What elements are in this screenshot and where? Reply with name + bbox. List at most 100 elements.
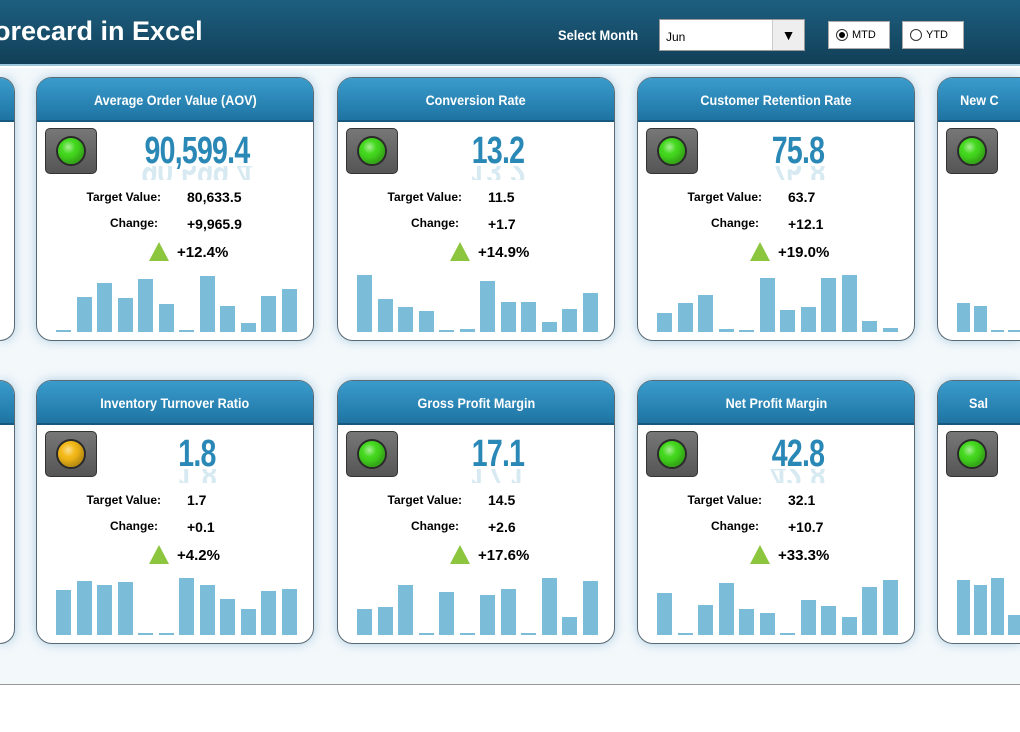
kpi-card-partial: Sal xyxy=(937,380,1020,644)
trend-bar xyxy=(117,298,133,332)
trend-bar-chart xyxy=(354,270,598,332)
trend-bar xyxy=(480,595,495,635)
status-indicator-icon xyxy=(346,431,398,477)
change-value: +0.1 xyxy=(187,519,215,535)
trend-bar xyxy=(862,587,877,635)
kpi-value-reflection: 90,599.4 xyxy=(97,166,297,180)
target-label: Target Value: xyxy=(387,190,462,204)
status-indicator-icon xyxy=(646,431,698,477)
trend-bar xyxy=(480,281,495,332)
card-header xyxy=(0,381,14,425)
kpi-value-reflection: 42.8 xyxy=(698,469,898,483)
trend-bar xyxy=(398,307,413,332)
trend-bar xyxy=(418,311,434,332)
trend-bar xyxy=(521,302,536,332)
trend-bar xyxy=(1008,615,1020,635)
trend-bar xyxy=(991,330,1004,332)
trend-bar xyxy=(698,295,713,332)
trend-bar xyxy=(882,580,898,635)
trend-bar xyxy=(97,283,112,332)
trend-bar-chart xyxy=(954,573,1020,635)
trend-bar xyxy=(117,582,133,635)
green-light-icon xyxy=(657,136,687,166)
trend-bar xyxy=(657,313,672,332)
kpi-card: Gross Profit Margin 17.1 17.1 Target Val… xyxy=(337,380,615,644)
trend-bar xyxy=(739,609,754,635)
ytd-label: YTD xyxy=(926,29,948,41)
trend-bar xyxy=(541,578,557,635)
trend-bar xyxy=(357,609,372,635)
trend-bar xyxy=(800,307,816,332)
trend-bar xyxy=(800,600,816,635)
up-arrow-icon xyxy=(450,545,470,564)
ytd-radio[interactable]: YTD xyxy=(902,21,964,49)
kpi-grid: Average Order Value (AOV) 90,599.4 90,59… xyxy=(0,68,1020,684)
change-percent: +12.4% xyxy=(177,244,229,261)
trend-bar-chart xyxy=(954,270,1020,332)
green-light-icon xyxy=(56,136,86,166)
kpi-card: Customer Retention Rate 75.8 75.8 Target… xyxy=(637,77,915,341)
kpi-card-partial xyxy=(0,380,15,644)
card-title: Gross Profit Margin xyxy=(338,381,614,425)
target-label: Target Value: xyxy=(687,190,762,204)
trend-bar xyxy=(500,302,516,332)
trend-bar xyxy=(841,617,857,635)
kpi-card-partial xyxy=(0,77,15,341)
month-dropdown[interactable]: Jun ▼ xyxy=(659,19,805,51)
target-label: Target Value: xyxy=(687,493,762,507)
trend-bar xyxy=(240,609,256,635)
kpi-card: Net Profit Margin 42.8 42.8 Target Value… xyxy=(637,380,915,644)
trend-bar xyxy=(220,599,235,635)
change-value: +9,965.9 xyxy=(187,216,242,232)
up-arrow-icon xyxy=(750,545,770,564)
trend-bar xyxy=(957,580,970,635)
kpi-value-reflection: 75.8 xyxy=(698,166,898,180)
target-value: 1.7 xyxy=(187,492,207,508)
trend-bar xyxy=(459,633,475,635)
target-value: 14.5 xyxy=(488,492,516,508)
trend-bar xyxy=(698,605,713,635)
trend-bar xyxy=(582,581,598,635)
trend-bar xyxy=(974,306,987,332)
select-month-label: Select Month xyxy=(558,27,639,43)
trend-bar xyxy=(281,589,297,635)
mtd-radio[interactable]: MTD xyxy=(828,21,890,49)
page-title: orecard in Excel xyxy=(0,16,203,46)
status-indicator-icon xyxy=(346,128,398,174)
green-light-icon xyxy=(957,136,987,166)
trend-bar xyxy=(439,330,454,332)
trend-bar xyxy=(657,593,672,635)
status-indicator-icon xyxy=(946,431,998,477)
green-light-icon xyxy=(657,439,687,469)
change-value: +1.7 xyxy=(488,216,516,232)
trend-bar xyxy=(718,583,734,635)
triangle-down-icon[interactable]: ▼ xyxy=(772,20,804,50)
trend-bar xyxy=(957,303,970,332)
trend-bar xyxy=(677,303,693,332)
trend-bar xyxy=(377,299,393,332)
card-header xyxy=(0,78,14,122)
kpi-value-reflection: 13.2 xyxy=(398,166,598,180)
trend-bar xyxy=(521,633,536,635)
target-label: Target Value: xyxy=(86,493,161,507)
kpi-value: 1.8 xyxy=(178,433,216,475)
target-value: 32.1 xyxy=(788,492,816,508)
trend-bar xyxy=(158,633,174,635)
trend-bar xyxy=(582,293,598,332)
status-indicator-icon xyxy=(45,128,97,174)
change-percent: +4.2% xyxy=(177,547,220,564)
trend-bar xyxy=(199,276,215,332)
trend-bar xyxy=(780,310,795,332)
card-title: Net Profit Margin xyxy=(638,381,914,425)
card-title: New C xyxy=(938,78,1020,122)
trend-bar xyxy=(418,633,434,635)
dashboard-header: orecard in Excel Select Month Jun ▼ MTD … xyxy=(0,0,1020,66)
green-light-icon xyxy=(357,136,387,166)
trend-bar xyxy=(281,289,297,332)
radio-unselected-icon xyxy=(910,29,922,41)
trend-bar xyxy=(759,613,775,635)
trend-bar xyxy=(76,297,92,332)
trend-bar xyxy=(862,321,877,332)
trend-bar xyxy=(882,328,898,332)
status-indicator-icon xyxy=(45,431,97,477)
